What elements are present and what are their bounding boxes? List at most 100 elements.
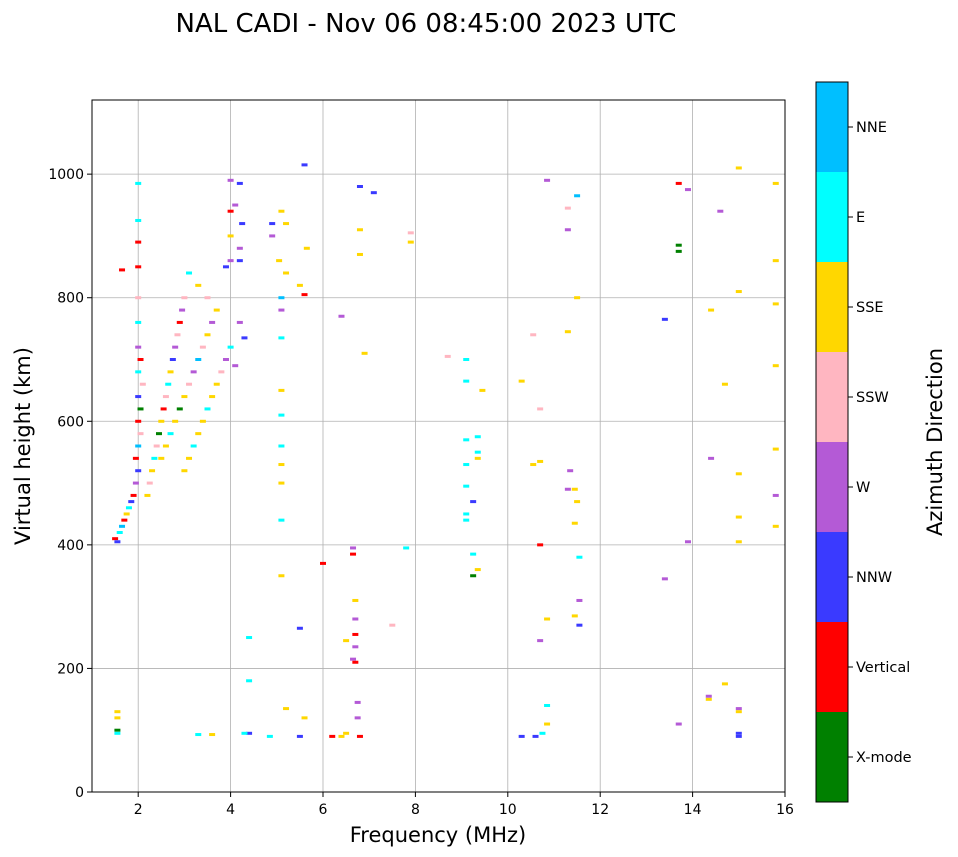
- data-point: [463, 358, 470, 361]
- data-point: [246, 679, 253, 683]
- data-point: [567, 469, 574, 473]
- x-tick-label: 6: [319, 802, 328, 818]
- x-tick-label: 8: [411, 802, 420, 818]
- data-point: [195, 283, 202, 287]
- data-point: [772, 181, 779, 185]
- data-point: [708, 456, 715, 460]
- data-point: [181, 395, 188, 399]
- colorbar-frame: [815, 81, 849, 803]
- data-point: [172, 345, 179, 349]
- data-point: [705, 694, 712, 698]
- data-point: [151, 456, 158, 460]
- data-point: [283, 707, 290, 711]
- data-point: [162, 395, 169, 399]
- data-point: [354, 700, 361, 704]
- colorbar-segment: [816, 712, 848, 802]
- data-point: [721, 382, 728, 386]
- data-point: [176, 407, 183, 411]
- data-point: [735, 710, 742, 714]
- data-point: [675, 181, 682, 185]
- data-point: [199, 419, 206, 423]
- data-point: [174, 333, 181, 337]
- data-point: [705, 697, 712, 701]
- data-point: [735, 707, 742, 711]
- data-point: [708, 308, 715, 312]
- data-point: [571, 487, 578, 491]
- data-point: [278, 209, 285, 213]
- data-point: [139, 382, 146, 386]
- colorbar-segment: [816, 172, 848, 262]
- data-point: [735, 734, 742, 738]
- data-point: [222, 358, 229, 361]
- data-point: [735, 731, 742, 735]
- data-point: [278, 481, 285, 485]
- data-point: [186, 382, 193, 386]
- data-point: [735, 290, 742, 294]
- data-point: [684, 188, 691, 192]
- data-point: [444, 354, 451, 358]
- data-point: [209, 733, 216, 737]
- data-point: [135, 345, 142, 349]
- data-point: [354, 716, 361, 720]
- data-point: [474, 568, 481, 572]
- data-point: [132, 481, 139, 485]
- data-point: [721, 682, 728, 686]
- data-point: [320, 561, 326, 565]
- data-point: [675, 243, 682, 247]
- x-tick-label: 14: [684, 802, 702, 818]
- data-point: [135, 265, 142, 269]
- data-point: [403, 546, 410, 550]
- data-point: [539, 731, 546, 735]
- data-point: [213, 382, 220, 386]
- data-point: [236, 246, 243, 250]
- data-point: [169, 358, 176, 361]
- data-point: [137, 432, 144, 436]
- data-point: [160, 407, 167, 411]
- data-point: [735, 515, 742, 519]
- data-point: [717, 209, 724, 213]
- data-point: [186, 271, 193, 275]
- data-point: [537, 543, 544, 547]
- data-point: [537, 459, 544, 463]
- data-point: [361, 351, 368, 355]
- data-point: [356, 252, 363, 256]
- data-point: [564, 206, 571, 210]
- data-point: [116, 531, 123, 534]
- data-point: [135, 444, 142, 448]
- data-point: [204, 333, 211, 337]
- data-point: [155, 432, 162, 436]
- colorbar-tick-label: SSE: [856, 300, 884, 316]
- data-point: [278, 444, 285, 448]
- data-point: [532, 734, 539, 738]
- colorbar-tick-label: NNE: [856, 120, 887, 136]
- data-point: [137, 407, 144, 411]
- data-point: [571, 614, 578, 618]
- data-point: [135, 395, 142, 399]
- data-point: [407, 231, 414, 235]
- data-point: [772, 524, 779, 528]
- data-point: [661, 577, 668, 581]
- data-point: [537, 639, 544, 643]
- data-point: [278, 296, 285, 300]
- data-point: [222, 265, 229, 269]
- colorbar-tick-label: X-mode: [856, 750, 912, 766]
- data-point: [407, 240, 414, 244]
- data-point: [278, 518, 285, 522]
- data-point: [146, 481, 153, 485]
- data-point: [474, 435, 481, 439]
- data-point: [735, 540, 742, 544]
- data-point: [114, 728, 121, 732]
- data-point: [544, 704, 551, 707]
- colorbar-tick-label: SSW: [856, 390, 889, 406]
- y-tick-label: 200: [57, 661, 84, 677]
- data-point: [112, 537, 119, 541]
- data-point: [144, 493, 151, 497]
- data-point: [158, 419, 165, 423]
- data-point: [343, 639, 350, 643]
- data-point: [176, 320, 183, 324]
- data-point: [356, 185, 363, 188]
- data-point: [227, 234, 234, 238]
- data-point: [735, 166, 742, 170]
- data-point: [735, 472, 742, 476]
- data-point: [574, 194, 581, 198]
